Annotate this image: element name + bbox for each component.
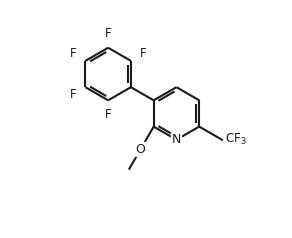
Text: N: N: [172, 133, 181, 146]
Text: O: O: [135, 143, 145, 156]
Text: F: F: [105, 27, 112, 40]
Text: F: F: [69, 88, 76, 101]
Text: CF$_3$: CF$_3$: [225, 132, 246, 147]
Text: F: F: [105, 108, 112, 121]
Text: F: F: [69, 47, 76, 60]
Text: F: F: [140, 47, 147, 60]
